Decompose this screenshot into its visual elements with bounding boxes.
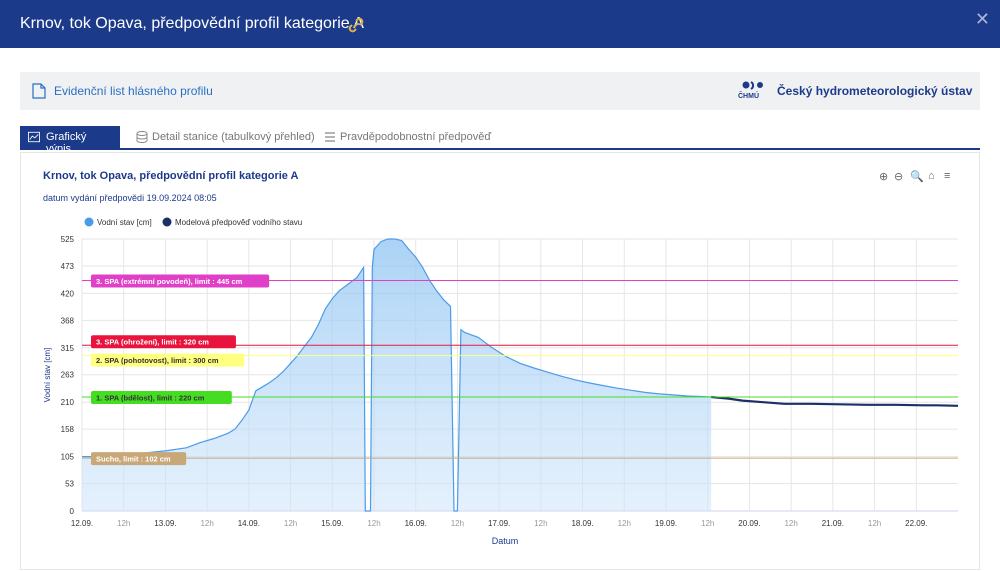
threshold-label: 1. SPA (bdělost), limit : 220 cm: [96, 394, 205, 403]
legend-marker: [162, 217, 172, 227]
x-axis-title: Datum: [492, 536, 519, 546]
threshold-label: 2. SPA (pohotovost), limit : 300 cm: [96, 356, 219, 365]
x-tick-label: 21.09.: [822, 519, 844, 528]
link-icon[interactable]: [346, 15, 366, 35]
chmu-logo-text: ČHMÚ: [738, 93, 759, 100]
home-reset-icon[interactable]: ⌂: [928, 170, 935, 182]
y-tick-label: 315: [61, 344, 75, 353]
forecast-line: [711, 395, 959, 407]
x-tick-label: 17.09.: [488, 519, 510, 528]
x-tick-label: 12h: [868, 519, 881, 528]
y-tick-label: 158: [61, 425, 75, 434]
zoom-out-icon[interactable]: ⊖: [894, 171, 904, 183]
y-axis-title: Vodní stav [cm]: [43, 348, 52, 403]
y-tick-label: 420: [61, 289, 75, 298]
x-tick-label: 12h: [117, 519, 130, 528]
y-tick-label: 0: [70, 507, 75, 516]
org-name: Český hydrometeorologický ústav: [777, 84, 973, 98]
x-tick-label: 12h: [451, 519, 464, 528]
zoom-select-icon[interactable]: 🔍: [910, 171, 924, 183]
x-tick-label: 19.09.: [655, 519, 677, 528]
x-tick-label: 12h: [618, 519, 631, 528]
legend-label: Vodní stav [cm]: [97, 218, 152, 227]
x-tick-label: 12h: [534, 519, 547, 528]
observed-line: [82, 238, 712, 512]
tab-station-detail-label: Detail stanice (tabulkový přehled): [152, 131, 315, 143]
y-tick-label: 105: [61, 453, 75, 462]
chart-subtitle: datum vydání předpovědi 19.09.2024 08:05: [43, 193, 217, 203]
threshold-badge: [91, 274, 270, 288]
x-tick-label: 12h: [284, 519, 297, 528]
list-icon: [325, 132, 335, 142]
y-tick-label: 53: [65, 480, 74, 489]
threshold-badge: [91, 452, 187, 466]
legend-marker: [84, 217, 94, 227]
x-tick-label: 14.09.: [238, 519, 260, 528]
x-tick-label: 12h: [367, 519, 380, 528]
pdf-icon: [32, 83, 46, 99]
threshold-badge: [91, 353, 245, 367]
evidence-sheet-link[interactable]: Evidenční list hlásného profilu: [54, 84, 213, 98]
x-tick-label: 12h: [784, 519, 797, 528]
x-tick-label: 13.09.: [154, 519, 176, 528]
y-tick-label: 210: [61, 398, 75, 407]
y-tick-label: 263: [61, 371, 75, 380]
modal-header: Krnov, tok Opava, předpovědní profil kat…: [0, 0, 1000, 48]
zoom-in-icon[interactable]: ⊕: [879, 171, 889, 183]
chart-title: Krnov, tok Opava, předpovědní profil kat…: [43, 170, 299, 182]
chart-card: 0 53 105 158 210 263 315 368 420 473 525 12.09. 12h 1…: [20, 152, 980, 570]
tab-probabilistic[interactable]: Pravděpodobnostní předpověď: [316, 126, 499, 148]
legend-label: Modelová předpověď vodního stavu: [175, 218, 302, 227]
tab-station-detail[interactable]: Detail stanice (tabulkový přehled): [128, 126, 323, 148]
x-tick-label: 12h: [200, 519, 213, 528]
tab-probabilistic-label: Pravděpodobnostní předpověď: [340, 131, 492, 143]
observed-area: [82, 239, 712, 511]
threshold-badge: [91, 335, 236, 349]
x-tick-label: 20.09.: [738, 519, 760, 528]
menu-icon[interactable]: ≡: [944, 170, 951, 182]
threshold-label: 3. SPA (ohrožení), limit : 320 cm: [96, 338, 209, 347]
database-icon: [136, 131, 148, 143]
threshold-label: 3. SPA (extrémní povodeň), limit : 445 c…: [96, 277, 243, 286]
info-bar: Evidenční list hlásného profilu ČHMÚ Čes…: [20, 72, 980, 110]
tab-bar: Grafický výpis Detail stanice (tabulkový…: [20, 126, 980, 155]
threshold-badge: [91, 391, 232, 405]
x-tick-label: 18.09.: [571, 519, 593, 528]
y-tick-label: 525: [61, 235, 75, 244]
x-tick-label: 15.09.: [321, 519, 343, 528]
x-tick-label: 12h: [701, 519, 714, 528]
x-tick-label: 12.09.: [71, 519, 93, 528]
modal-title: Krnov, tok Opava, předpovědní profil kat…: [20, 15, 364, 32]
threshold-label: Sucho, limit : 102 cm: [96, 455, 171, 464]
y-tick-label: 368: [61, 316, 75, 325]
x-tick-label: 22.09.: [905, 519, 927, 528]
water-level-chart: 0 53 105 158 210 263 315 368 420 473 525 12.09. 12h 1…: [43, 217, 959, 546]
tab-graph[interactable]: Grafický výpis: [20, 126, 120, 155]
chmu-logo-icon: [742, 81, 763, 90]
chart-icon: [28, 131, 40, 143]
y-tick-label: 473: [61, 262, 75, 271]
modal-body: Evidenční list hlásného profilu ČHMÚ Čes…: [0, 48, 1000, 571]
x-tick-label: 16.09.: [405, 519, 427, 528]
close-button[interactable]: ✕: [974, 9, 990, 29]
